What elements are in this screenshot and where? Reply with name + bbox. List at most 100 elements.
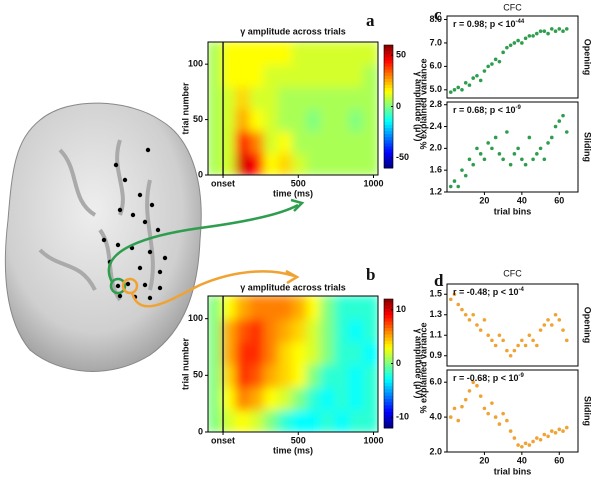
heatmap-cell [235, 317, 252, 343]
heatmap-cell [292, 317, 309, 343]
colorbar-step [384, 382, 393, 387]
point [512, 348, 517, 353]
point [482, 69, 487, 73]
heatmap-cell [334, 107, 351, 132]
colorbar-step [384, 69, 393, 74]
heatmap-cell [249, 151, 266, 175]
point [561, 328, 565, 332]
colorbar-step [384, 134, 393, 138]
point [505, 130, 509, 134]
heatmap-cell [263, 42, 280, 66]
heatmap-cell [208, 296, 224, 320]
point [486, 64, 490, 69]
point [490, 62, 494, 66]
heatmap-cell [334, 408, 351, 432]
heatmap-cell [249, 317, 266, 343]
y-tick-label: 0 [198, 426, 203, 436]
point [531, 34, 535, 38]
heatmap-cell [221, 42, 238, 66]
y-tick-label: 50 [193, 370, 203, 380]
heatmap-cell [263, 129, 280, 154]
heatmap-cell [263, 340, 280, 365]
colorbar-step [384, 54, 393, 58]
point [501, 157, 505, 162]
x-axis-label: trial bins [494, 466, 532, 476]
heatmap-cell [292, 385, 309, 411]
heatmap-cell [277, 42, 294, 66]
point [550, 27, 554, 31]
point [538, 328, 543, 332]
heatmap-cell [263, 408, 280, 432]
y-tick-label: 1.2 [429, 186, 442, 196]
point [527, 135, 532, 140]
colorbar-step [384, 91, 393, 95]
heatmap-cell [249, 363, 266, 388]
heatmap-cell [320, 317, 337, 343]
heatmap-cell [334, 63, 351, 88]
heatmap-cell [306, 296, 323, 320]
point [553, 29, 558, 34]
heatmap [208, 42, 378, 175]
heatmap-cell [235, 408, 252, 432]
heatmap-cell [334, 363, 351, 388]
point [508, 162, 513, 167]
colorbar-step [384, 402, 393, 406]
colorbar-step [384, 84, 393, 89]
colorbar-step [384, 392, 393, 397]
heatmap-cell [348, 385, 365, 411]
heatmap-cell [362, 296, 378, 320]
heatmap-cell [221, 296, 238, 320]
heatmap-cell [292, 408, 309, 432]
heatmap-cell [221, 408, 238, 432]
annotation: r = -0.48; p < 10-4 [453, 287, 525, 298]
colorbar-step [384, 164, 393, 169]
heatmap-cell [320, 385, 337, 411]
annotation-exponent: -9 [516, 105, 522, 111]
heatmap-cell [348, 317, 365, 343]
y-tick-label: 0.9 [429, 350, 442, 360]
heatmap-cell [235, 85, 252, 110]
point [564, 27, 569, 31]
point [531, 439, 535, 444]
heatmap-cell [277, 296, 294, 320]
colorbar-step [384, 328, 393, 332]
heatmap-cells [208, 42, 378, 175]
heatmap-cell [320, 363, 337, 388]
x-tick-label: 60 [554, 455, 564, 465]
point [463, 397, 468, 402]
heatmap-cell [320, 63, 337, 88]
heatmap-cell [320, 107, 337, 132]
colorbar-step [384, 340, 393, 345]
heatmap-cell [277, 129, 294, 154]
heatmap-cell [348, 63, 365, 88]
heatmap-cell [208, 408, 224, 432]
point [467, 157, 472, 162]
y-tick-label: 4.0 [429, 411, 442, 421]
point [460, 307, 464, 312]
point [486, 141, 490, 145]
heatmap-cell [277, 340, 294, 365]
heatmap-cell [221, 385, 238, 411]
point [557, 27, 562, 31]
y-tick-label: 100 [188, 59, 203, 69]
heatmap-cell [320, 42, 337, 66]
heatmap-cell [334, 317, 351, 343]
point [497, 152, 502, 156]
point [490, 146, 494, 151]
colorbar-step [384, 305, 393, 310]
y-tick-label: 2.0 [429, 143, 442, 153]
colorbar-step [384, 158, 393, 163]
colorbar-step [384, 140, 393, 144]
heatmap-cell [221, 129, 238, 154]
colorbar-step [384, 398, 393, 403]
y-tick-label: 2.4 [429, 121, 442, 131]
point [478, 328, 483, 332]
heatmap-cell [306, 63, 323, 88]
y-tick-label: 6.0 [429, 377, 442, 387]
point [467, 389, 472, 393]
plot-frame [207, 41, 379, 176]
heatmap-cell [208, 363, 224, 388]
point [546, 31, 550, 36]
annotation-exponent: -9 [519, 373, 525, 379]
y-tick-label: 100 [188, 313, 203, 323]
